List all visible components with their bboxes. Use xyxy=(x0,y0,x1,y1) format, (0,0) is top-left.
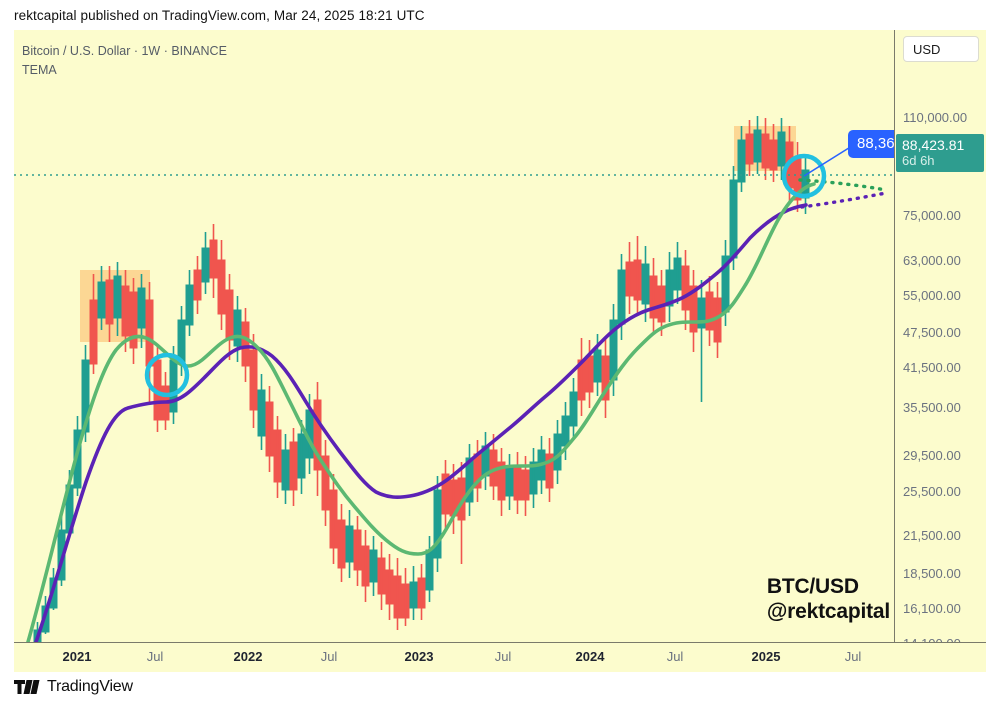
price-tick: 41,500.00 xyxy=(903,360,961,375)
time-axis[interactable]: 2021 Jul 2022 Jul 2023 Jul 2024 Jul 2025… xyxy=(14,642,986,672)
legend-indicator: TEMA xyxy=(22,63,57,77)
time-tick: Jul xyxy=(146,649,164,664)
time-tick: 2024 xyxy=(575,649,605,664)
price-tick: 21,500.00 xyxy=(903,528,961,543)
price-tick: 16,100.00 xyxy=(903,601,961,616)
tradingview-footer: TradingView xyxy=(14,678,133,696)
time-tick: Jul xyxy=(494,649,512,664)
publish-caption: rektcapital published on TradingView.com… xyxy=(14,8,425,23)
candles xyxy=(33,116,810,642)
bar-countdown: 6d 6h xyxy=(902,153,935,168)
price-tick: 63,000.00 xyxy=(903,253,961,268)
time-tick: 2022 xyxy=(233,649,263,664)
time-tick: Jul xyxy=(320,649,338,664)
price-tick: 18,500.00 xyxy=(903,566,961,581)
price-plot[interactable]: 88,365. xyxy=(14,30,894,642)
legend-symbol: Bitcoin / U.S. Dollar · 1W · BINANCE xyxy=(22,44,227,58)
price-tick: 55,000.00 xyxy=(903,288,961,303)
price-tick: 25,500.00 xyxy=(903,484,961,499)
tema-slow-projection xyxy=(792,191,888,210)
price-axis[interactable]: USD 110,000.00 75,000.00 63,000.00 55,00… xyxy=(894,30,986,672)
watermark-handle: @rektcapital xyxy=(766,600,890,623)
chart-frame: Bitcoin / U.S. Dollar · 1W · BINANCE TEM… xyxy=(14,30,986,672)
current-price-badge: 88,423.81 6d 6h xyxy=(896,134,984,172)
current-price-value: 88,423.81 xyxy=(902,137,965,153)
time-tick: Jul xyxy=(844,649,862,664)
price-tick: 110,000.00 xyxy=(903,110,968,125)
currency-button[interactable]: USD xyxy=(903,36,979,62)
tema-retest-2025-circle xyxy=(781,153,827,199)
price-tag-leader xyxy=(803,145,853,177)
tradingview-wordmark: TradingView xyxy=(47,678,133,695)
time-tick: 2021 xyxy=(62,649,92,664)
price-tick: 29,500.00 xyxy=(903,448,961,463)
chart-legend: Bitcoin / U.S. Dollar · 1W · BINANCE TEM… xyxy=(22,42,227,80)
tema-fast-projection xyxy=(798,178,888,192)
tradingview-logo-icon xyxy=(14,680,40,694)
price-tick: 35,500.00 xyxy=(903,400,961,415)
price-tick: 75,000.00 xyxy=(903,208,961,223)
tema-slow-line xyxy=(34,203,808,642)
tema-cross-2021-circle xyxy=(144,352,190,398)
pointer-price-tag: 88,365. xyxy=(848,130,894,158)
watermark-symbol: BTC/USD xyxy=(766,575,859,598)
time-tick: 2025 xyxy=(751,649,781,664)
time-tick: 2023 xyxy=(404,649,434,664)
time-tick: Jul xyxy=(666,649,684,664)
chart-watermark: BTC/USD @rektcapital xyxy=(767,574,890,624)
price-tick: 47,500.00 xyxy=(903,325,961,340)
